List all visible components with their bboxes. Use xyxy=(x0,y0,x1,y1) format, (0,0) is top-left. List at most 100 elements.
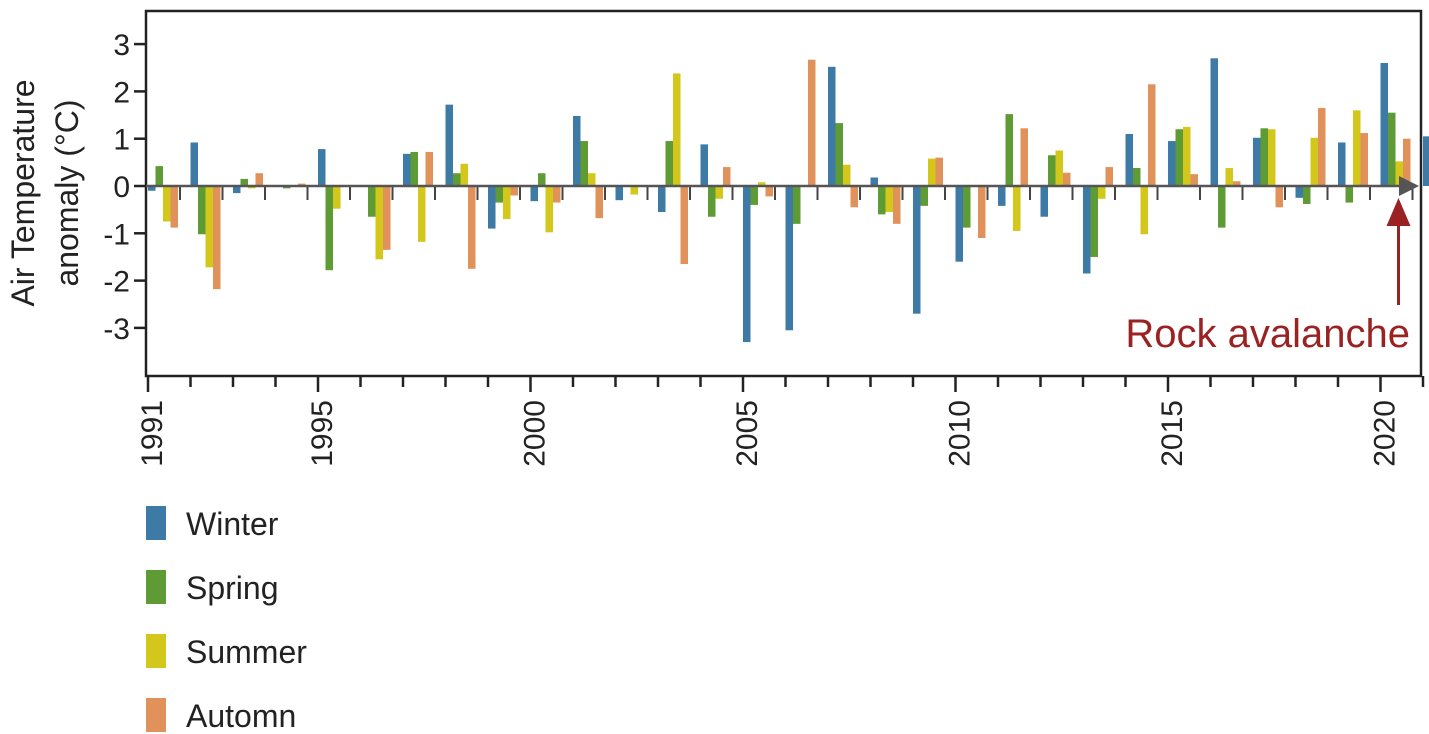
bar-winter-1998 xyxy=(445,104,453,186)
annotation-arrowhead xyxy=(1386,198,1411,226)
bars xyxy=(148,58,1429,343)
annotation: Rock avalanche xyxy=(1125,198,1411,356)
bar-spring-1997 xyxy=(410,151,418,186)
bar-automn-2003 xyxy=(680,186,688,265)
legend-label-automn: Automn xyxy=(186,698,296,734)
bar-automn-2014 xyxy=(1148,84,1156,186)
bar-winter-2000 xyxy=(530,186,538,202)
bar-automn-2013 xyxy=(1105,167,1113,186)
bar-summer-2008 xyxy=(885,186,893,213)
bar-spring-2003 xyxy=(665,141,673,186)
bar-summer-1995 xyxy=(333,186,341,209)
bar-automn-2019 xyxy=(1360,133,1368,186)
bar-winter-2014 xyxy=(1125,133,1133,186)
bar-summer-2004 xyxy=(715,186,723,199)
plot-frame xyxy=(144,9,1423,378)
bar-winter-1991 xyxy=(148,186,156,191)
bar-winter-1997 xyxy=(403,153,411,186)
bar-summer-2018 xyxy=(1310,137,1318,186)
bar-spring-2018 xyxy=(1303,186,1311,204)
bar-winter-2010 xyxy=(955,186,963,262)
bar-spring-2006 xyxy=(793,186,801,224)
bar-summer-2001 xyxy=(588,173,596,186)
bar-spring-1996 xyxy=(368,186,376,217)
x-tick-label: 1995 xyxy=(306,400,339,467)
bar-automn-2005 xyxy=(765,186,773,197)
legend-swatch-summer xyxy=(146,634,166,668)
bar-spring-2019 xyxy=(1345,186,1353,203)
bar-summer-2016 xyxy=(1225,168,1233,186)
bar-automn-2009 xyxy=(935,157,943,186)
bar-winter-2001 xyxy=(573,115,581,186)
bar-spring-1995 xyxy=(325,186,333,271)
bar-automn-1996 xyxy=(383,186,391,250)
legend: Winter Spring Summer Automn xyxy=(146,506,307,734)
bar-spring-2013 xyxy=(1090,186,1098,257)
bar-winter-2003 xyxy=(658,186,666,213)
bar-spring-2009 xyxy=(920,186,928,206)
legend-swatch-automn xyxy=(146,698,166,732)
bar-spring-2017 xyxy=(1260,128,1268,186)
zero-line-arrowhead xyxy=(1399,176,1419,196)
bar-spring-1993 xyxy=(240,178,248,186)
bar-automn-1991 xyxy=(170,186,178,228)
bar-spring-1991 xyxy=(155,166,163,186)
bar-automn-2012 xyxy=(1063,172,1071,186)
bar-winter-1992 xyxy=(190,142,198,186)
bar-summer-2005 xyxy=(758,182,766,186)
bar-automn-2000 xyxy=(553,186,561,203)
bar-automn-2011 xyxy=(1020,128,1028,186)
bar-automn-2001 xyxy=(595,186,603,219)
bar-automn-2010 xyxy=(978,186,986,239)
bar-summer-1996 xyxy=(375,186,383,260)
bar-summer-2002 xyxy=(630,186,638,195)
bar-winter-2021 xyxy=(1423,136,1429,186)
bar-winter-2016 xyxy=(1210,58,1218,186)
x-tick-label: 2005 xyxy=(731,400,764,467)
bar-winter-2013 xyxy=(1083,186,1091,274)
bar-automn-2020 xyxy=(1403,138,1411,186)
plot-border xyxy=(144,9,1423,378)
bar-winter-2004 xyxy=(700,144,708,186)
bar-summer-2009 xyxy=(928,158,936,186)
bar-winter-2007 xyxy=(828,66,836,186)
bar-summer-1991 xyxy=(163,186,171,222)
y-axis: 3 2 1 0 -1 -2 -3 Air Temperature anomaly (°C) xyxy=(5,29,146,346)
bar-summer-1999 xyxy=(503,186,511,220)
bar-summer-2013 xyxy=(1098,186,1106,199)
bar-automn-2004 xyxy=(723,167,731,186)
bar-winter-1995 xyxy=(318,149,326,186)
legend-label-spring: Spring xyxy=(186,570,279,606)
bar-spring-1999 xyxy=(495,186,503,203)
bar-automn-2008 xyxy=(893,186,901,224)
bar-spring-2015 xyxy=(1175,129,1183,186)
bar-summer-1998 xyxy=(460,163,468,186)
bar-winter-2002 xyxy=(615,186,623,201)
y-tick-label: 3 xyxy=(113,29,130,62)
bar-winter-2017 xyxy=(1253,137,1261,186)
bar-winter-2018 xyxy=(1295,186,1303,198)
y-axis-title: Air Temperature xyxy=(5,79,41,306)
bar-spring-1992 xyxy=(198,186,206,235)
bar-winter-2006 xyxy=(785,186,793,331)
bar-automn-1997 xyxy=(425,151,433,186)
zero-axis xyxy=(146,176,1419,200)
bar-spring-2016 xyxy=(1218,186,1226,228)
bar-spring-2000 xyxy=(538,173,546,186)
bar-spring-2011 xyxy=(1005,114,1013,186)
bar-automn-1999 xyxy=(510,186,518,196)
bar-automn-1993 xyxy=(255,173,263,186)
bar-summer-2007 xyxy=(843,164,851,186)
bar-spring-2001 xyxy=(580,141,588,186)
bar-winter-2005 xyxy=(743,186,751,343)
bar-summer-2012 xyxy=(1055,150,1063,186)
y-tick-label: 2 xyxy=(113,76,130,109)
bar-summer-2017 xyxy=(1268,129,1276,186)
bar-spring-2020 xyxy=(1388,112,1396,186)
legend-swatch-winter xyxy=(146,506,166,540)
bar-spring-2007 xyxy=(835,123,843,186)
bar-spring-1998 xyxy=(453,173,461,186)
bar-summer-2014 xyxy=(1140,186,1148,235)
bar-summer-2011 xyxy=(1013,186,1021,231)
legend-swatch-spring xyxy=(146,570,166,604)
